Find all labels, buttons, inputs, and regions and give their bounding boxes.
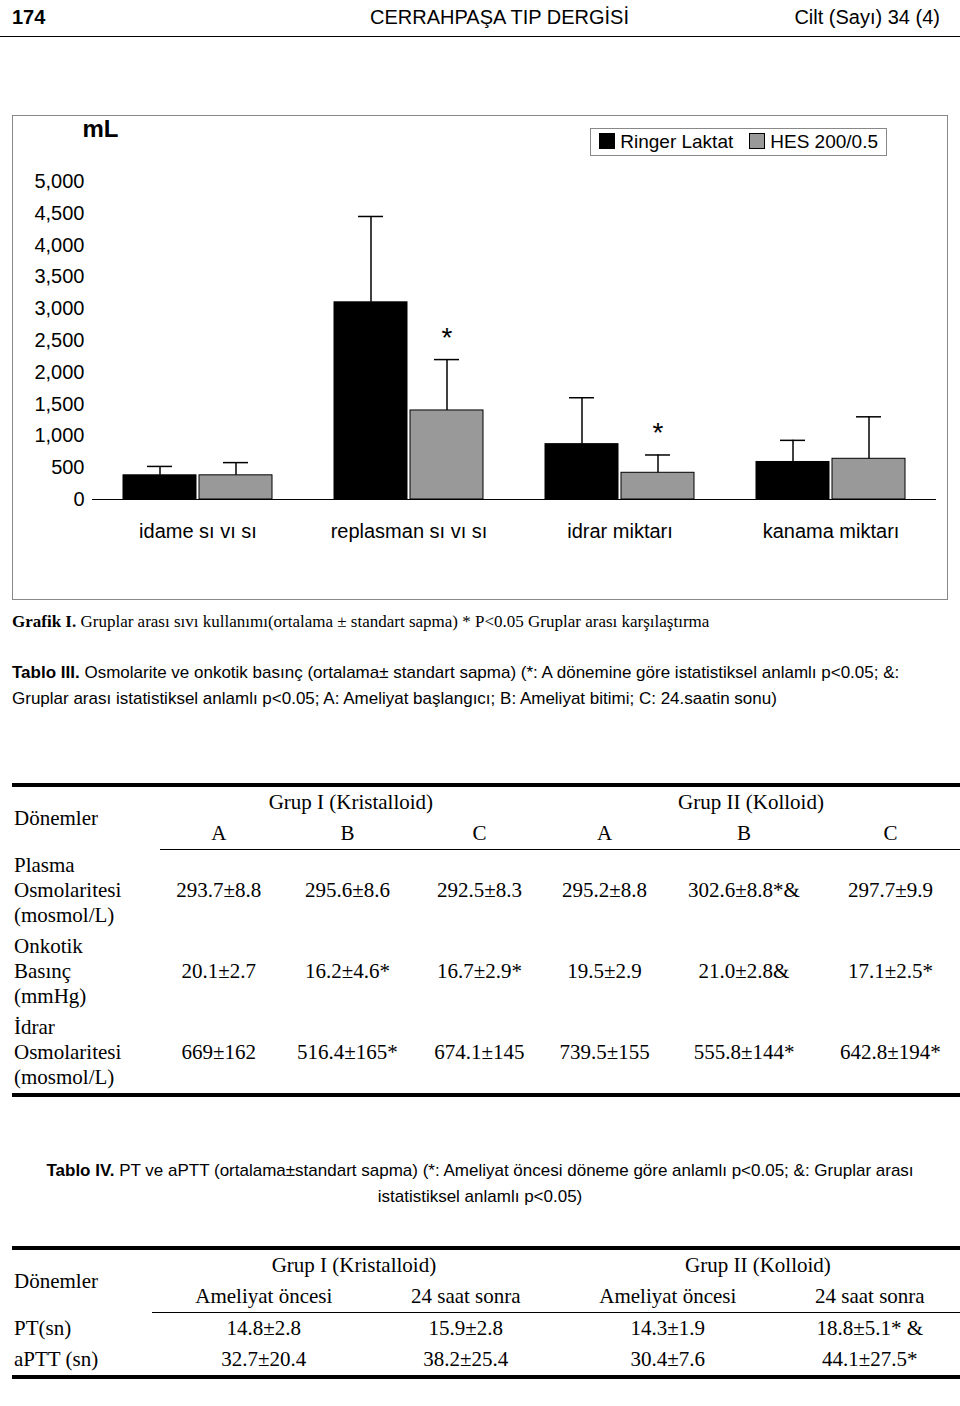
svg-text:idrar miktarı: idrar miktarı [567, 520, 673, 542]
html-text:aPTT (sn): aPTT (sn) [14, 1347, 99, 1371]
html-text:Ringer Laktat: Ringer Laktat [620, 131, 734, 152]
html-text:20.1±2.7: 20.1±2.7 [181, 958, 257, 983]
html-text:674.1±145: 674.1±145 [434, 1039, 525, 1064]
svg-text:*: * [442, 322, 453, 353]
svg-text:1,500: 1,500 [34, 393, 84, 415]
html-text:21.0±2.8&: 21.0±2.8& [698, 958, 790, 983]
svg-text:2,000: 2,000 [34, 361, 84, 383]
html-text:14.8±2.8: 14.8±2.8 [226, 1316, 301, 1340]
svg-text:2,500: 2,500 [34, 329, 84, 351]
html-text:Tablo III. Osmolarite ve onkot: Tablo III. Osmolarite ve onkotik basınç … [12, 663, 900, 708]
html-text:Ameliyat öncesi: Ameliyat öncesi [195, 1284, 333, 1308]
html-text:18.8±5.1* &: 18.8±5.1* & [816, 1316, 924, 1340]
svg-text:3,500: 3,500 [34, 265, 84, 287]
html-text:Osmolaritesi: Osmolaritesi [14, 1039, 122, 1064]
html-text:24 saat sonra: 24 saat sonra [815, 1284, 925, 1308]
html-text:174: 174 [12, 6, 46, 28]
html-text:555.8±144*: 555.8±144* [693, 1039, 795, 1064]
html-text:295.6±8.6: 295.6±8.6 [304, 877, 390, 902]
html-text:739.5±155: 739.5±155 [559, 1039, 650, 1064]
svg-text:*: * [653, 417, 664, 448]
html-text:C: C [472, 821, 487, 845]
html-text:PT(sn): PT(sn) [14, 1315, 72, 1340]
svg-text:500: 500 [51, 456, 84, 478]
html-text:16.2±4.6*: 16.2±4.6* [304, 958, 390, 983]
html-text:24 saat sonra: 24 saat sonra [411, 1284, 521, 1308]
svg-text:4,000: 4,000 [34, 234, 84, 256]
html-text:B: B [340, 821, 355, 845]
html-text:İdrar: İdrar [14, 1014, 55, 1039]
html-text:Plasma: Plasma [14, 852, 75, 877]
html-text:C: C [883, 821, 898, 845]
html-text:Basınç: Basınç [14, 958, 72, 983]
svg-text:mL: mL [83, 116, 119, 142]
svg-text:0: 0 [73, 488, 84, 510]
html-text:Dönemler: Dönemler [14, 1268, 98, 1293]
svg-text:5,000: 5,000 [34, 170, 84, 192]
html-text:30.4±7.6: 30.4±7.6 [630, 1347, 706, 1371]
html-text:302.6±8.8*&: 302.6±8.8*& [688, 877, 800, 902]
html-text:(mmHg): (mmHg) [14, 983, 87, 1008]
html-text:297.7±9.9: 297.7±9.9 [847, 877, 933, 902]
html-text:14.3±1.9: 14.3±1.9 [630, 1316, 706, 1340]
html-text:Dönemler: Dönemler [14, 805, 98, 830]
html-text:295.2±8.8: 295.2±8.8 [562, 877, 648, 902]
html-text:16.7±2.9*: 16.7±2.9* [437, 958, 522, 983]
html-text:Onkotik: Onkotik [14, 933, 83, 958]
html-text:Ameliyat öncesi: Ameliyat öncesi [599, 1284, 737, 1308]
svg-text:1,000: 1,000 [34, 424, 84, 446]
html-text:A: A [597, 821, 613, 845]
html-text:516.4±165*: 516.4±165* [297, 1039, 398, 1064]
html-text:Grup I (Kristalloid): Grup I (Kristalloid) [268, 790, 434, 814]
html-text:642.8±194*: 642.8±194* [840, 1039, 941, 1064]
html-text:(mosmol/L): (mosmol/L) [14, 902, 115, 927]
svg-text:idame sı vı sı: idame sı vı sı [139, 520, 257, 542]
html-text:17.1±2.5*: 17.1±2.5* [847, 958, 933, 983]
svg-text:3,000: 3,000 [34, 297, 84, 319]
html-text:Grup I (Kristalloid): Grup I (Kristalloid) [271, 1253, 437, 1277]
html-text:Grafik I. Gruplar arası sıvı k: Grafik I. Gruplar arası sıvı kullanımı(o… [12, 612, 710, 631]
html-text:292.5±8.3: 292.5±8.3 [437, 877, 522, 902]
html-text:32.7±20.4: 32.7±20.4 [221, 1347, 307, 1371]
html-text:Cilt (Sayı) 34 (4): Cilt (Sayı) 34 (4) [794, 6, 940, 28]
svg-text:kanama miktarı: kanama miktarı [763, 520, 900, 542]
html-text:B: B [737, 821, 751, 845]
html-text:(mosmol/L): (mosmol/L) [14, 1064, 115, 1089]
html-text:HES 200/0.5: HES 200/0.5 [770, 131, 878, 152]
html-text:Grup II (Kolloid): Grup II (Kolloid) [685, 1253, 831, 1277]
html-text:CERRAHPAŞA TIP DERGİSİ: CERRAHPAŞA TIP DERGİSİ [370, 6, 629, 28]
html-text:15.9±2.8: 15.9±2.8 [428, 1316, 503, 1340]
svg-text:replasman sı vı sı: replasman sı vı sı [331, 520, 488, 542]
html-text:293.7±8.8: 293.7±8.8 [176, 877, 262, 902]
html-text:19.5±2.9: 19.5±2.9 [567, 958, 642, 983]
html-text:669±162: 669±162 [181, 1039, 257, 1064]
html-text:A: A [211, 821, 227, 845]
html-text:Grup II (Kolloid): Grup II (Kolloid) [678, 790, 824, 814]
html-text:Tablo IV. PT ve aPTT (ortalama: Tablo IV. PT ve aPTT (ortalama±standart … [46, 1161, 914, 1206]
html-text:Osmolaritesi: Osmolaritesi [14, 877, 122, 902]
html-text:38.2±25.4: 38.2±25.4 [423, 1347, 509, 1371]
html-text:44.1±27.5*: 44.1±27.5* [822, 1347, 918, 1371]
svg-text:4,500: 4,500 [34, 202, 84, 224]
